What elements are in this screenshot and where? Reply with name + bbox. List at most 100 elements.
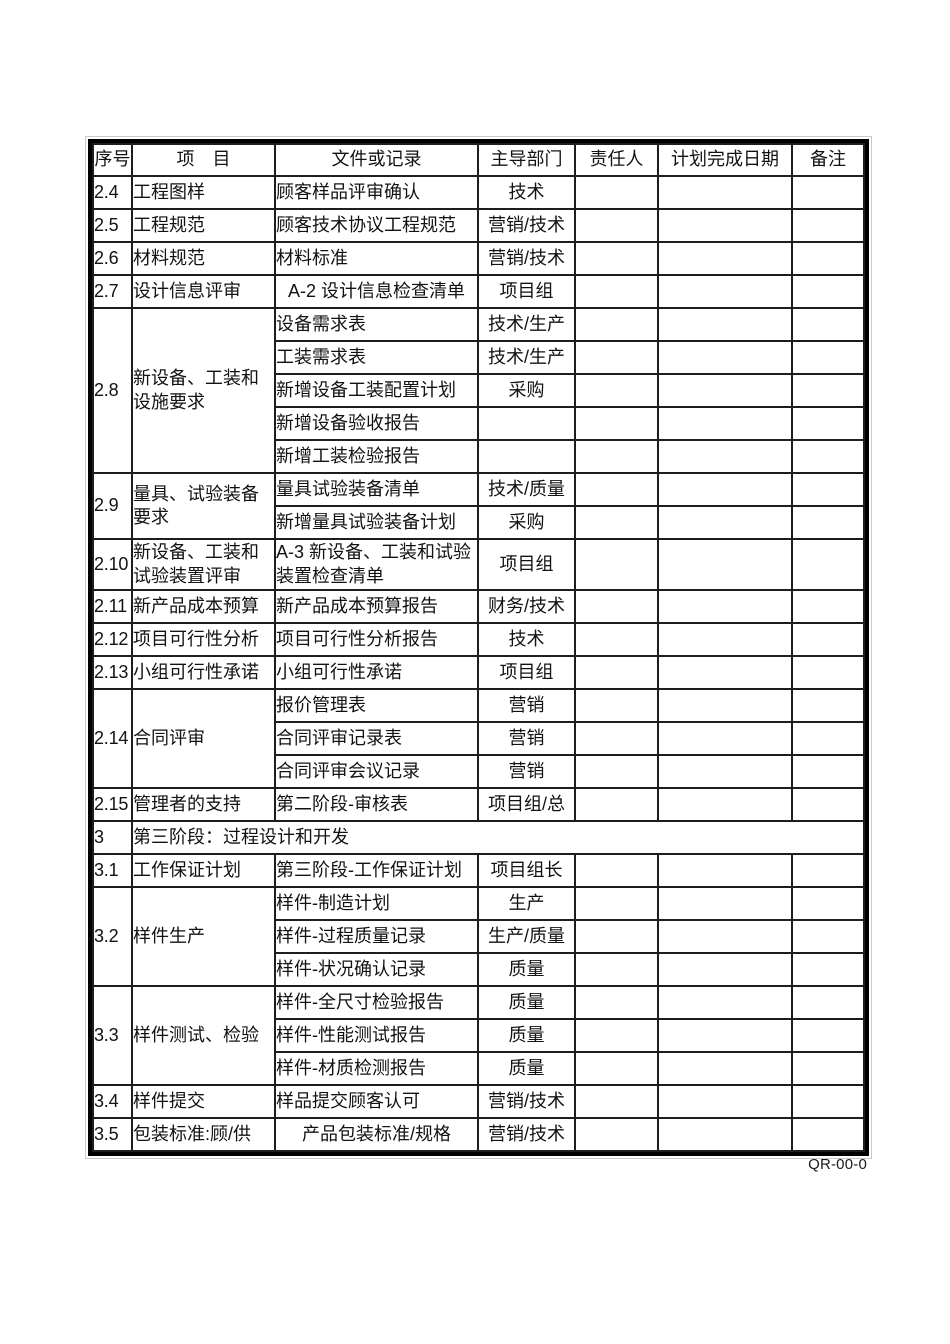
date-cell [657, 754, 793, 789]
row-no-cell: 2.4 [92, 175, 133, 210]
owner-cell [574, 373, 659, 408]
remark-cell [791, 1051, 865, 1086]
plan-table-body: 2.4 工程图样 顾客样品评审确认 技术 2.5 工程规范 顾客技术协议工程规范 营销/技术 2… [92, 175, 865, 1152]
dept-cell: 营销 [477, 688, 576, 723]
doc-cell: 样件-状况确认记录 [274, 952, 479, 987]
dept-cell: 项目组长 [477, 853, 576, 888]
owner-cell [574, 589, 659, 624]
doc-cell: 合同评审记录表 [274, 721, 479, 756]
date-cell [657, 373, 793, 408]
date-cell [657, 787, 793, 822]
table-row: 工装需求表 技术/生产 [93, 340, 865, 375]
date-cell [657, 919, 793, 954]
date-cell [657, 406, 793, 441]
remark-cell [791, 1117, 865, 1152]
remark-cell [791, 754, 865, 789]
date-cell [657, 952, 793, 987]
dept-cell: 质量 [477, 1051, 576, 1086]
dept-cell: 生产/质量 [477, 919, 576, 954]
table-row: 2.14 合同评审 报价管理表 营销 [92, 688, 865, 789]
date-cell [657, 472, 793, 507]
doc-cell: 小组可行性承诺 [274, 655, 479, 690]
date-cell [657, 688, 793, 723]
owner-cell [574, 787, 659, 822]
date-cell [657, 505, 793, 540]
remark-cell [791, 655, 865, 690]
dept-cell [477, 439, 576, 474]
doc-cell: 第三阶段-工作保证计划 [274, 853, 479, 888]
dept-cell: 质量 [477, 952, 576, 987]
row-no-cell: 2.10 [92, 538, 133, 591]
date-cell [657, 589, 793, 624]
remark-cell [791, 175, 865, 210]
owner-cell [574, 886, 659, 921]
col-header-owner: 责任人 [574, 143, 659, 177]
remark-cell [791, 952, 865, 987]
dept-cell: 技术 [477, 622, 576, 657]
dept-cell: 质量 [477, 1018, 576, 1053]
remark-cell [791, 241, 865, 276]
owner-cell [574, 1117, 659, 1152]
item-cell: 管理者的支持 [131, 787, 276, 822]
dept-cell: 质量 [477, 985, 576, 1020]
date-cell [657, 1051, 793, 1086]
table-row: 3.3 样件测试、检验 样件-全尺寸检验报告 质量 [92, 985, 865, 1086]
dept-cell: 技术/生产 [477, 340, 576, 375]
remark-cell [791, 538, 865, 591]
date-cell [657, 241, 793, 276]
doc-cell: 设备需求表 [274, 307, 479, 342]
dept-cell: 项目组 [477, 274, 576, 309]
dept-cell: 营销/技术 [477, 208, 576, 243]
date-cell [657, 1018, 793, 1053]
date-cell [657, 1117, 793, 1152]
dept-cell: 技术 [477, 175, 576, 210]
remark-cell [791, 505, 865, 540]
table-row: 2.5 工程规范 顾客技术协议工程规范 营销/技术 [92, 208, 865, 243]
table-row: 2.13 小组可行性承诺 小组可行性承诺 项目组 [92, 655, 865, 690]
col-header-remark: 备注 [791, 143, 865, 177]
doc-cell: A-2 设计信息检查清单 [274, 274, 479, 309]
dept-cell: 采购 [477, 505, 576, 540]
remark-cell [791, 688, 865, 723]
item-cell: 样件提交 [131, 1084, 276, 1119]
table-row: 2.4 工程图样 顾客样品评审确认 技术 [92, 175, 865, 210]
remark-cell [791, 373, 865, 408]
date-cell [657, 175, 793, 210]
doc-cell: 顾客技术协议工程规范 [274, 208, 479, 243]
doc-cell: 量具试验装备清单 [274, 472, 479, 507]
doc-cell: 样品提交顾客认可 [274, 1084, 479, 1119]
doc-cell: 顾客样品评审确认 [274, 175, 479, 210]
date-cell [657, 307, 793, 342]
doc-cell: 第二阶段-审核表 [274, 787, 479, 822]
dept-cell: 营销/技术 [477, 241, 576, 276]
remark-cell [791, 886, 865, 921]
doc-cell: 新增量具试验装备计划 [274, 505, 479, 540]
owner-cell [574, 919, 659, 954]
remark-cell [791, 208, 865, 243]
remark-cell [791, 307, 865, 342]
item-cell: 新产品成本预算 [131, 589, 276, 624]
owner-cell [574, 505, 659, 540]
table-row: 3.1 工作保证计划 第三阶段-工作保证计划 项目组长 [92, 853, 865, 888]
owner-cell [574, 754, 659, 789]
plan-table-container: 序号 项 目 文件或记录 主导部门 责任人 计划完成日期 备注 2.4 工程图样顾… [85, 136, 872, 1159]
table-row: 样件-性能测试报告 质量 [93, 1018, 865, 1053]
row-no-cell: 2.9 [92, 472, 133, 540]
item-cell: 样件生产 [131, 886, 276, 987]
item-cell: 新设备、工装和设施要求 [131, 307, 276, 474]
col-header-item: 项 目 [131, 143, 276, 177]
owner-cell [574, 1051, 659, 1086]
doc-cell: 新增设备工装配置计划 [274, 373, 479, 408]
remark-cell [791, 721, 865, 756]
row-no-cell: 3.3 [92, 985, 133, 1086]
table-row: 2.7 设计信息评审 A-2 设计信息检查清单 项目组 [92, 274, 865, 309]
item-cell: 材料规范 [131, 241, 276, 276]
row-no-cell: 3.5 [92, 1117, 133, 1152]
col-header-doc: 文件或记录 [274, 143, 479, 177]
col-header-date: 计划完成日期 [657, 143, 793, 177]
table-row: 2.15 管理者的支持 第二阶段-审核表 项目组/总 [92, 787, 865, 822]
dept-cell: 营销/技术 [477, 1117, 576, 1152]
date-cell [657, 853, 793, 888]
doc-cell: 样件-制造计划 [274, 886, 479, 921]
